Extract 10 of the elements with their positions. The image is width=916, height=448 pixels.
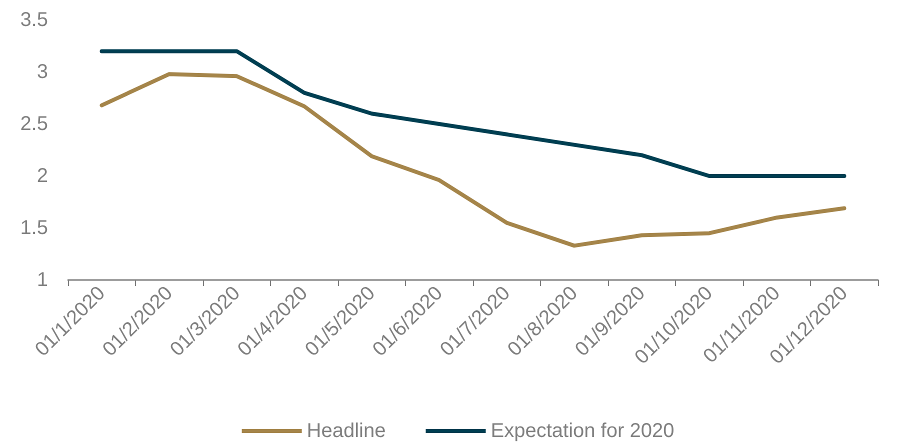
line-series <box>100 49 846 178</box>
y-tick-label: 3 <box>36 61 48 83</box>
legend-label: Headline <box>306 420 386 442</box>
line-series <box>100 72 846 248</box>
legend-label: Expectation for 2020 <box>490 420 674 442</box>
y-tick-label: 1 <box>36 269 48 291</box>
y-tick-label: 2.5 <box>20 113 48 135</box>
y-tick-label: 1.5 <box>20 217 48 239</box>
y-tick-label: 2 <box>36 165 48 187</box>
y-tick-label: 3.5 <box>20 9 48 31</box>
